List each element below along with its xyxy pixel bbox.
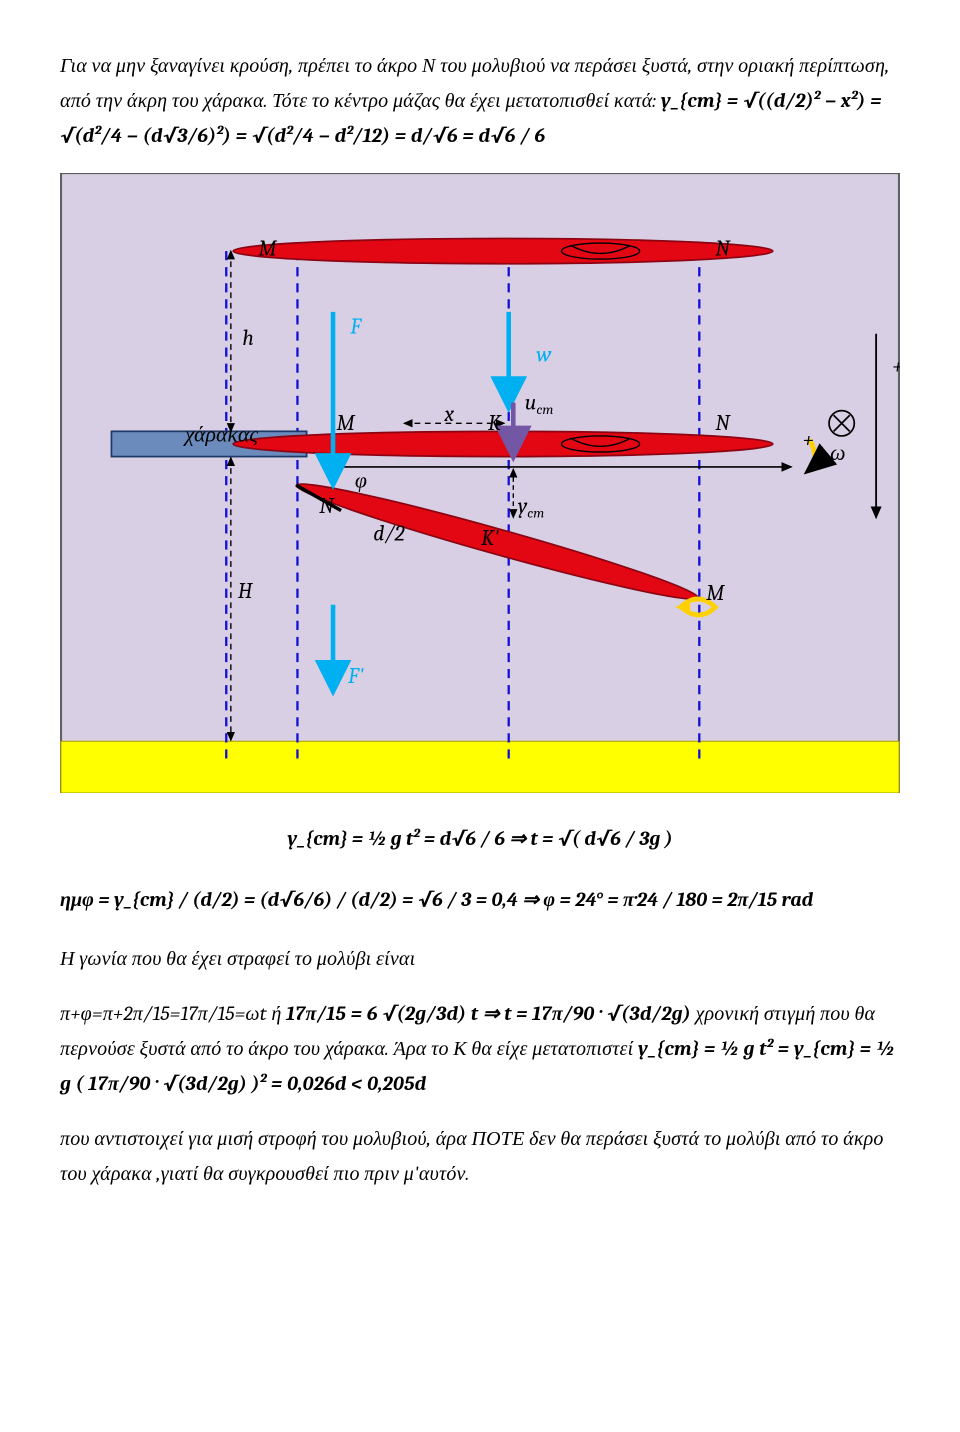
label-chi: χάρακας	[183, 423, 258, 448]
body-p5: που αντιστοιχεί για μισή στροφή του μολυ…	[60, 1121, 900, 1191]
label-h: h	[242, 326, 254, 351]
body-p2: Η γωνία που θα έχει στραφεί το μολύβι εί…	[60, 941, 900, 976]
equation-block-ycm: y_{cm} = ½ g t² = d√6 / 6 ⇒ t = √( d√6 /…	[60, 821, 900, 856]
equation-phi: ημφ = y_{cm} / (d/2) = (d√6/6) / (d/2) =…	[60, 882, 900, 917]
label-H: H	[238, 579, 254, 604]
body-p3a: π+φ=π+2π/15=17π/15=ωt ή	[60, 1002, 286, 1025]
label-K_mid: K	[488, 411, 502, 436]
label-M_top: M	[258, 237, 277, 262]
intro-paragraph: Για να μην ξαναγίνει κρούση, πρέπει το ά…	[60, 48, 900, 153]
label-F: F	[349, 315, 362, 340]
label-M_mid: M	[336, 411, 355, 436]
equation-phi-text: ημφ = y_{cm} / (d/2) = (d√6/6) / (d/2) =…	[60, 888, 813, 911]
label-omega: ω	[830, 441, 845, 466]
label-phi: φ	[355, 469, 367, 494]
label-plus2: +	[892, 354, 900, 379]
label-N_mid: N	[715, 411, 731, 436]
ground-bar	[61, 741, 899, 793]
equation-ycm-gt2: y_{cm} = ½ g t² = d√6 / 6 ⇒ t = √( d√6 /…	[287, 827, 672, 850]
label-N_low: N	[319, 494, 335, 519]
label-Fp: F'	[347, 664, 364, 689]
pencil-mid	[233, 431, 773, 456]
pencil-top	[233, 238, 773, 263]
body-p3-eq: 17π/15 = 6 √(2g/3d) t ⇒ t = 17π/90 · √(3…	[286, 1002, 691, 1025]
figure-container: MNFhwucmxχάρακαςMKN+ω+φNd/2ycmK'HMF'	[60, 173, 900, 793]
physics-diagram: MNFhwucmxχάρακαςMKN+ω+φNd/2ycmK'HMF'	[60, 173, 900, 793]
label-d2: d/2	[373, 521, 405, 546]
label-x: x	[443, 402, 454, 427]
label-w: w	[536, 342, 552, 367]
body-p3: π+φ=π+2π/15=17π/15=ωt ή 17π/15 = 6 √(2g/…	[60, 996, 900, 1101]
figure-bg	[61, 173, 899, 793]
label-Kp: K'	[481, 526, 499, 551]
page-root: Για να μην ξαναγίνει κρούση, πρέπει το ά…	[0, 0, 960, 1432]
label-N_top: N	[715, 237, 731, 262]
label-plus1: +	[803, 427, 814, 452]
label-M_low: M	[706, 581, 725, 606]
